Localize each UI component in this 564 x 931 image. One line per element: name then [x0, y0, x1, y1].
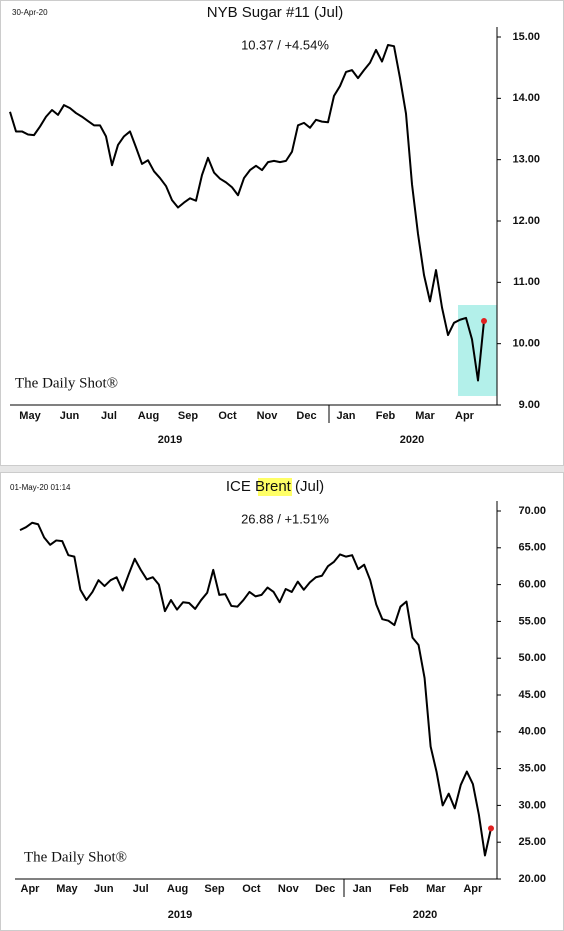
y-tick-label: 12.00 [512, 215, 540, 227]
y-tick-label: 14.00 [512, 92, 540, 104]
x-tick-label: Jul [133, 883, 149, 895]
y-tick-label: 65.00 [518, 542, 546, 554]
x-tick-label: Jan [337, 410, 356, 422]
x-tick-label: Apr [455, 410, 475, 422]
last-point [481, 317, 487, 324]
last-point [488, 825, 494, 832]
year-label: 2019 [158, 434, 182, 446]
x-tick-label: Nov [257, 410, 279, 422]
x-tick-label: Aug [167, 883, 188, 895]
annotation: 10.37 / +4.54% [241, 37, 329, 52]
watermark: The Daily Shot® [24, 849, 127, 865]
y-tick-label: 50.00 [518, 652, 546, 664]
series-line [19, 521, 492, 857]
x-tick-label: Sep [204, 883, 224, 895]
search-highlight [258, 478, 292, 496]
x-tick-label: Mar [426, 883, 446, 895]
y-tick-label: 20.00 [518, 873, 546, 885]
x-tick-label: Sep [178, 410, 198, 422]
annotation: 26.88 / +1.51% [241, 511, 329, 526]
year-label: 2020 [400, 434, 424, 446]
y-tick-label: 13.00 [512, 154, 540, 166]
x-tick-label: Feb [376, 410, 396, 422]
year-label: 2020 [413, 909, 437, 921]
y-tick-label: 35.00 [518, 763, 546, 775]
panel-divider [0, 466, 564, 472]
x-tick-label: Jan [353, 883, 372, 895]
x-tick-label: Jul [101, 410, 117, 422]
y-tick-label: 60.00 [518, 579, 546, 591]
y-tick-label: 25.00 [518, 836, 546, 848]
x-tick-label: Dec [296, 410, 316, 422]
x-tick-label: Oct [242, 883, 261, 895]
y-tick-label: 45.00 [518, 689, 546, 701]
y-tick-label: 40.00 [518, 726, 546, 738]
year-label: 2019 [168, 909, 192, 921]
x-tick-label: Aug [138, 410, 159, 422]
x-tick-label: May [56, 883, 78, 895]
x-tick-label: Oct [218, 410, 237, 422]
y-tick-label: 70.00 [518, 505, 546, 517]
y-tick-label: 55.00 [518, 615, 546, 627]
date-label: 30-Apr-20 [12, 8, 48, 17]
y-tick-label: 30.00 [518, 799, 546, 811]
chart-title: NYB Sugar #11 (Jul) [207, 4, 343, 21]
x-tick-label: Mar [415, 410, 435, 422]
panel [0, 472, 564, 931]
chart-title: ICE Brent (Jul) [226, 478, 324, 495]
x-tick-label: May [19, 410, 41, 422]
x-tick-label: Apr [463, 883, 483, 895]
x-tick-label: Dec [315, 883, 335, 895]
y-tick-label: 11.00 [513, 276, 540, 288]
x-tick-label: Jun [94, 883, 114, 895]
watermark: The Daily Shot® [15, 375, 118, 391]
date-label: 01-May-20 01:14 [10, 483, 71, 492]
x-tick-label: Apr [21, 883, 41, 895]
y-tick-label: 10.00 [512, 338, 540, 350]
series-line [9, 43, 485, 382]
x-tick-label: Jun [60, 410, 80, 422]
y-tick-label: 15.00 [512, 31, 540, 43]
y-tick-label: 9.00 [519, 399, 540, 411]
x-tick-label: Feb [389, 883, 409, 895]
x-tick-label: Nov [278, 883, 300, 895]
